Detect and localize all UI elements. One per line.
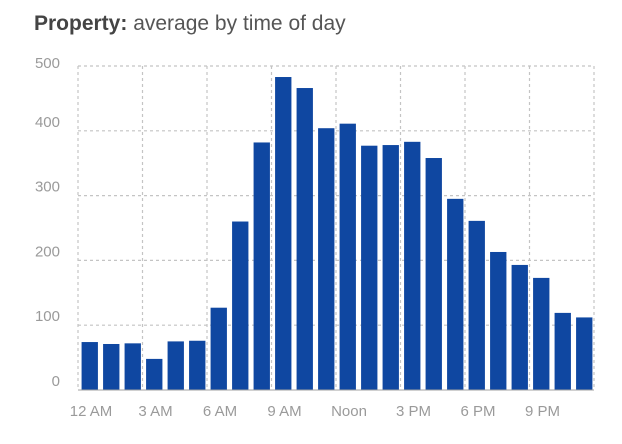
bar-22	[554, 312, 571, 390]
x-tick-label: 3 AM	[138, 403, 172, 420]
bar-2	[124, 343, 141, 390]
bar-21	[533, 277, 550, 390]
bar-0	[81, 342, 98, 390]
bar-6	[210, 307, 227, 390]
bar-3	[146, 358, 163, 390]
bar-19	[490, 251, 507, 390]
y-tick-label: 400	[35, 114, 60, 131]
bar-20	[511, 264, 528, 390]
bar-14	[382, 145, 399, 390]
bar-7	[232, 221, 249, 390]
x-tick-label: 9 AM	[267, 403, 301, 420]
bar-18	[468, 220, 485, 390]
chart-title-rest: average by time of day	[133, 12, 346, 35]
chart-title-bold: Property:	[34, 12, 128, 35]
y-tick-label: 200	[35, 243, 60, 260]
y-tick-label: 100	[35, 308, 60, 325]
bar-17	[447, 198, 464, 390]
bar-10	[296, 88, 313, 391]
bar-4	[167, 341, 184, 390]
bar-15	[404, 141, 421, 390]
y-tick-label: 0	[52, 373, 60, 390]
x-tick-label: 6 AM	[203, 403, 237, 420]
chart-title: Property: average by time of day	[34, 12, 346, 36]
y-tick-label: 300	[35, 179, 60, 196]
bar-8	[253, 142, 270, 390]
x-tick-label: 3 PM	[396, 403, 431, 420]
bar-12	[339, 123, 356, 390]
bar-16	[425, 158, 442, 390]
bar-5	[189, 340, 206, 390]
bar-1	[103, 343, 120, 390]
bar-23	[576, 317, 593, 390]
x-tick-label: Noon	[331, 403, 367, 420]
bar-11	[318, 128, 335, 390]
x-tick-label: 12 AM	[70, 403, 113, 420]
y-tick-label: 500	[35, 55, 60, 72]
x-tick-label: 9 PM	[525, 403, 560, 420]
bar-9	[275, 77, 292, 391]
bar-13	[361, 145, 378, 390]
x-tick-label: 6 PM	[460, 403, 495, 420]
